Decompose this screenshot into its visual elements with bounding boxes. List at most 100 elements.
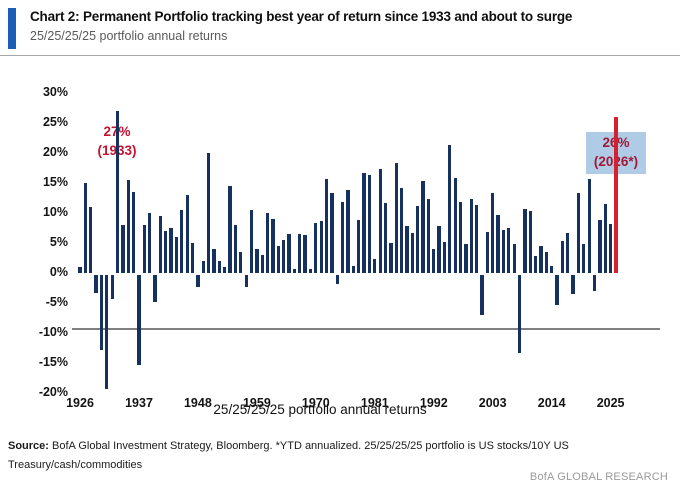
- bar-1976: [346, 189, 350, 273]
- bar-2020: [582, 244, 586, 273]
- bar-1928: [89, 207, 93, 273]
- accent-bar: [8, 8, 16, 49]
- bar-1938: [142, 225, 146, 273]
- bar-1969: [308, 269, 313, 273]
- bar-1971: [319, 221, 323, 273]
- bar-2001: [480, 274, 484, 316]
- bar-1985: [394, 163, 398, 273]
- bar-2008: [517, 274, 522, 353]
- bar-2013: [544, 252, 548, 273]
- bar-1965: [287, 234, 291, 273]
- y-tick-10: 10%: [42, 205, 68, 219]
- bar-1937: [137, 274, 141, 365]
- bar-2018: [571, 274, 575, 295]
- bar-1973: [330, 193, 334, 273]
- chart-title: Chart 2: Permanent Portfolio tracking be…: [30, 9, 573, 24]
- bar-1983: [383, 203, 388, 273]
- bar-2011: [533, 256, 538, 273]
- series-label: 25/25/25/25 portfolio annual returns: [213, 402, 427, 417]
- x-tick-1959: 1959: [242, 396, 271, 410]
- bar-2021: [587, 178, 591, 273]
- bar-1929: [94, 274, 98, 293]
- bar-1954: [228, 186, 232, 273]
- bar-1952: [217, 261, 222, 273]
- bar-1989: [416, 206, 420, 273]
- bar-1946: [185, 195, 189, 273]
- bar-1974: [335, 274, 339, 284]
- bar-1998: [464, 243, 468, 273]
- bar-2024: [603, 204, 607, 273]
- y-tick--5: -5%: [45, 295, 68, 309]
- bar-1993: [437, 226, 441, 273]
- bar-1959: [255, 249, 259, 273]
- x-tick-1948: 1948: [183, 396, 212, 410]
- bar-2014: [550, 265, 554, 273]
- x-tick-1992: 1992: [419, 396, 448, 410]
- bar-2003: [491, 193, 495, 273]
- bar-2015: [555, 274, 559, 306]
- y-tick-25: 25%: [42, 115, 68, 129]
- bar-1943: [169, 228, 173, 273]
- bar-1957: [244, 274, 248, 287]
- bar-1939: [148, 213, 152, 273]
- bar-2004: [496, 215, 500, 273]
- bar-1995: [448, 144, 452, 273]
- bar-1961: [265, 213, 270, 273]
- bar-1963: [276, 246, 280, 273]
- bar-2017: [566, 233, 570, 273]
- bar-1991: [426, 198, 431, 273]
- brand-mark: BofA GLOBAL RESEARCH: [529, 471, 668, 483]
- bar-2009: [523, 209, 527, 273]
- bar-1956: [239, 252, 243, 273]
- bar-1972: [324, 179, 329, 273]
- header-divider: [0, 55, 680, 56]
- x-tick-2014: 2014: [537, 396, 566, 410]
- bar-1947: [190, 243, 195, 273]
- bar-2016: [560, 241, 565, 273]
- bar-1978: [357, 220, 361, 273]
- bar-1931: [105, 274, 109, 389]
- bar-1977: [351, 266, 356, 273]
- zero-axis-line: [72, 328, 660, 330]
- bar-1932: [110, 274, 114, 299]
- y-tick--20: -20%: [38, 385, 68, 399]
- y-tick-5: 5%: [49, 235, 68, 249]
- bar-1934: [121, 225, 125, 273]
- bar-1933: [115, 111, 120, 273]
- bar-1941: [158, 216, 163, 273]
- bar-1996: [453, 177, 457, 273]
- bar-1980: [367, 175, 372, 273]
- bar-2002: [485, 232, 490, 273]
- bar-2000: [474, 205, 479, 273]
- bar-2019: [576, 192, 581, 273]
- bar-1988: [410, 233, 414, 273]
- bar-2026: [614, 117, 618, 273]
- bar-1940: [153, 274, 157, 302]
- bar-1992: [432, 249, 436, 273]
- chart-subtitle: 25/25/25/25 portfolio annual returns: [30, 29, 228, 43]
- bar-1987: [405, 226, 409, 273]
- bar-1997: [458, 201, 463, 273]
- bar-1958: [249, 210, 254, 273]
- x-tick-2025: 2025: [596, 396, 625, 410]
- bar-1962: [271, 219, 275, 273]
- bar-1970: [314, 223, 318, 273]
- bar-1984: [389, 243, 393, 273]
- y-tick--10: -10%: [38, 325, 68, 339]
- bar-1926: [78, 267, 82, 273]
- bar-2010: [528, 211, 532, 273]
- bar-1942: [164, 231, 168, 273]
- bar-1960: [260, 255, 264, 273]
- bar-1994: [442, 241, 447, 273]
- bar-1982: [378, 168, 382, 273]
- bar-2006: [507, 228, 511, 273]
- source-note: Source: BofA Global Investment Strategy,…: [8, 437, 580, 476]
- plot-area: 27% (1933) 26% (2026*) 25/25/25/25 portf…: [0, 56, 680, 417]
- bar-1964: [282, 240, 286, 273]
- bar-1990: [421, 180, 425, 273]
- bar-1930: [99, 274, 104, 350]
- bar-1967: [298, 234, 302, 273]
- bar-2023: [598, 219, 602, 273]
- y-tick-0: 0%: [49, 265, 68, 279]
